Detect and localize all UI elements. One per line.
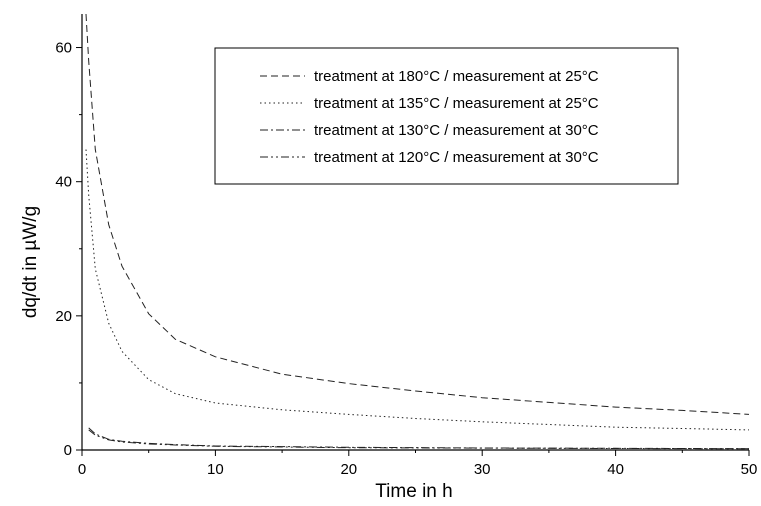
legend-box (214, 47, 679, 185)
y-tick-label: 0 (64, 442, 72, 459)
legend-label: treatment at 120°C / measurement at 30°C (314, 149, 599, 166)
legend-label: treatment at 135°C / measurement at 25°C (314, 95, 599, 112)
x-tick-label: 40 (607, 461, 624, 478)
series-line-4 (88, 429, 749, 450)
axes: 0 10 20 30 40 50 0 20 40 60 (55, 14, 757, 478)
x-tick-label: 10 (207, 461, 224, 478)
series-line-1 (85, 14, 749, 415)
legend-label: treatment at 130°C / measurement at 30°C (314, 122, 599, 139)
x-axis-label: Time in h (375, 481, 452, 502)
x-tick-label: 0 (78, 461, 86, 478)
y-tick-label: 60 (55, 40, 72, 57)
series-line-3 (88, 427, 749, 450)
y-tick-label: 40 (55, 174, 72, 191)
series-layer (85, 14, 749, 450)
legend: treatment at 180°C / measurement at 25°C… (214, 47, 679, 185)
x-tick-label: 50 (741, 461, 758, 478)
x-tick-label: 30 (474, 461, 491, 478)
y-axis-label: dq/dt in µW/g (20, 206, 41, 318)
y-tick-label: 20 (55, 308, 72, 325)
legend-label: treatment at 180°C / measurement at 25°C (314, 68, 599, 85)
series-line-2 (85, 149, 749, 431)
x-tick-label: 20 (340, 461, 357, 478)
